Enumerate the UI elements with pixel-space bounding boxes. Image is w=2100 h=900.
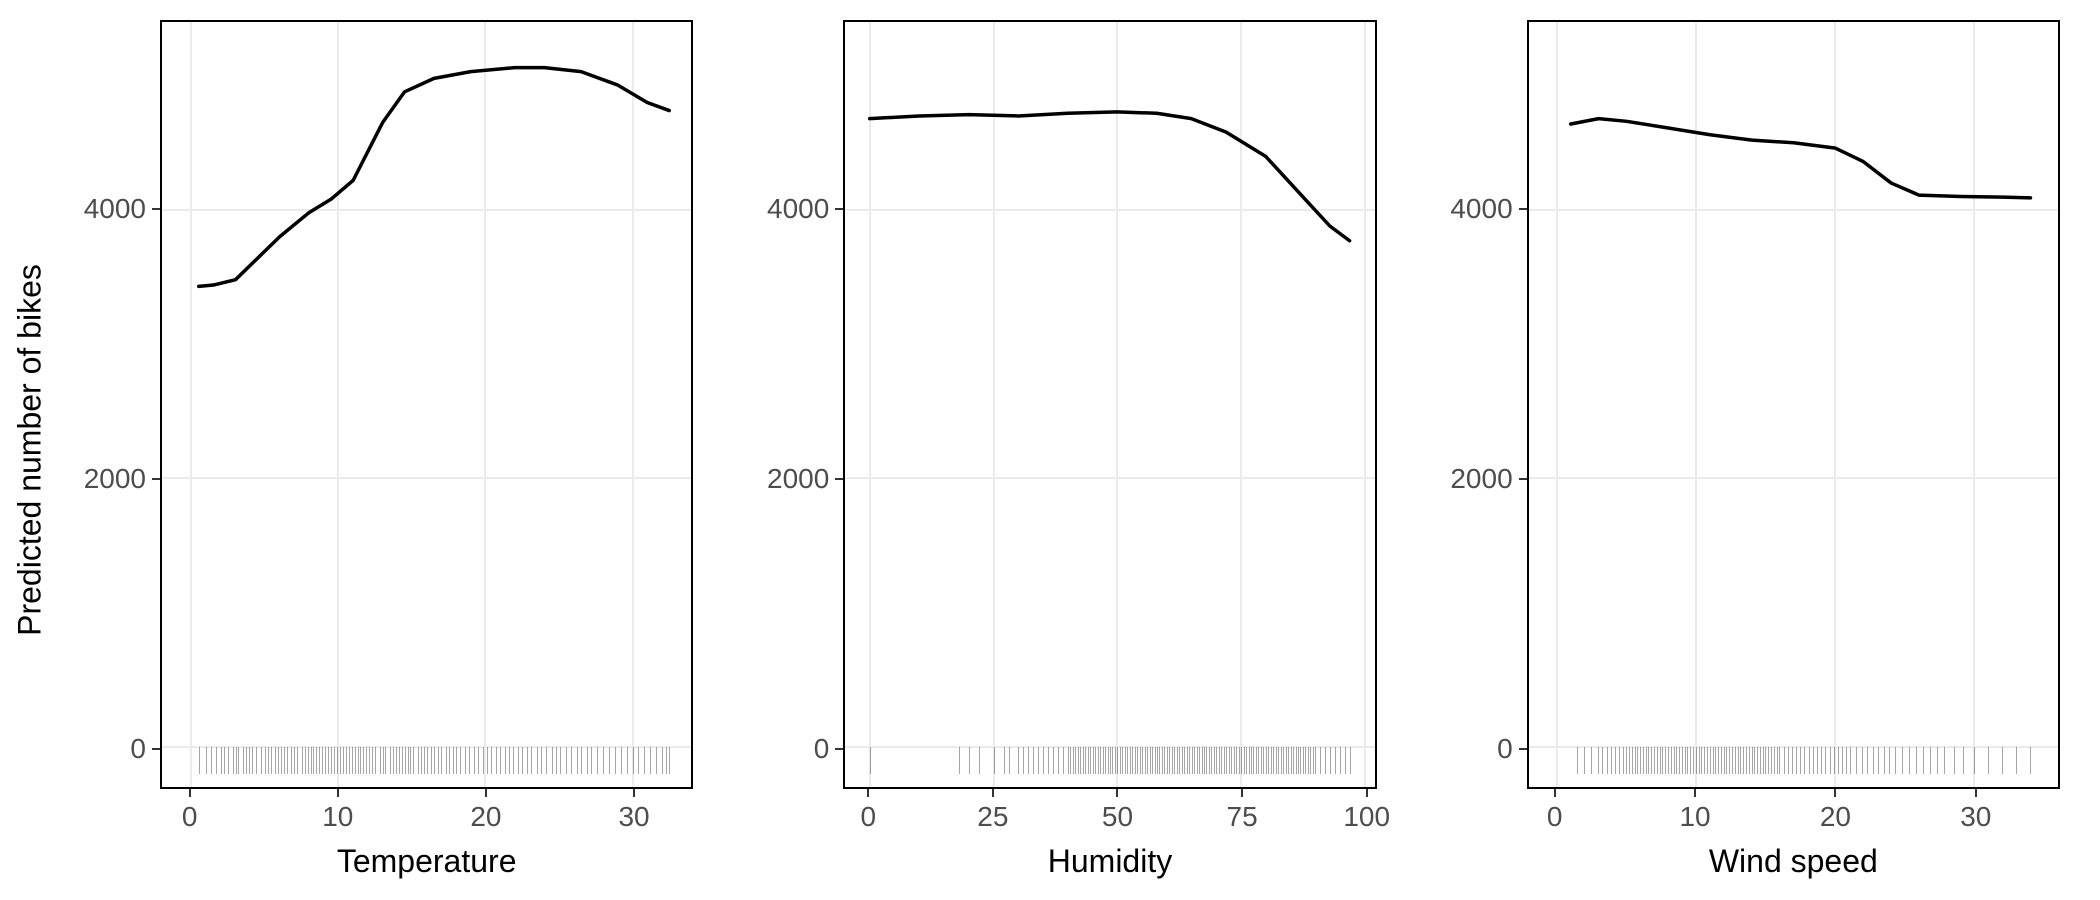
y-axis-label-wrap: Predicted number of bikes (0, 0, 60, 900)
plot-area (160, 20, 693, 789)
y-tick-label: 2000 (1450, 463, 1512, 495)
x-axis-label: Humidity (843, 843, 1376, 880)
x-tick-mark (1834, 789, 1836, 797)
panel: 0200040000255075100Humidity (753, 20, 1376, 880)
x-tick-label: 10 (1679, 801, 1710, 833)
line-layer (845, 22, 1374, 787)
plot-area (843, 20, 1376, 789)
x-tick-mark (992, 789, 994, 797)
y-ticks: 0 2000 4000 (1437, 20, 1527, 789)
series-line (1570, 119, 2030, 198)
y-tick-mark (835, 748, 843, 750)
x-tick-label: 100 (1343, 801, 1390, 833)
series-line (870, 112, 1350, 241)
x-tick-label: 75 (1227, 801, 1258, 833)
y-tick-mark (1519, 478, 1527, 480)
y-tick-mark (835, 208, 843, 210)
panel: 0 2000 4000 0 10 20 30 Wind speed (1437, 20, 2060, 880)
plot-row: 0 2000 4000 (70, 20, 693, 789)
y-tick-label: 2000 (84, 463, 146, 495)
y-tick-label: 0 (814, 733, 830, 765)
x-ticks: 0 10 20 30 (1527, 789, 2060, 839)
x-tick-label: 25 (977, 801, 1008, 833)
y-tick-label: 2000 (767, 463, 829, 495)
y-tick-mark (835, 478, 843, 480)
x-tick-mark (189, 789, 191, 797)
x-tick-label: 20 (1820, 801, 1851, 833)
x-tick-label: 20 (470, 801, 501, 833)
y-ticks: 0 2000 4000 (70, 20, 160, 789)
x-tick-label: 30 (618, 801, 649, 833)
panel: 0 2000 4000 0 10 20 30 Temperature (70, 20, 693, 880)
y-tick-label: 0 (1497, 733, 1513, 765)
series-line (199, 68, 670, 287)
panels-row: 0200040000102030Temperature0200040000255… (60, 0, 2100, 900)
x-tick-label: 50 (1102, 801, 1133, 833)
y-tick-mark (1519, 208, 1527, 210)
y-tick-mark (152, 748, 160, 750)
x-tick-mark (337, 789, 339, 797)
line-layer (162, 22, 691, 787)
x-axis-label: Temperature (160, 843, 693, 880)
x-tick-label: 30 (1960, 801, 1991, 833)
y-tick-mark (1519, 748, 1527, 750)
x-tick-mark (1694, 789, 1696, 797)
y-tick-label: 4000 (1450, 193, 1512, 225)
plot-row: 0 2000 4000 (1437, 20, 2060, 789)
x-tick-mark (1116, 789, 1118, 797)
x-tick-label: 0 (1547, 801, 1563, 833)
x-tick-mark (1975, 789, 1977, 797)
x-axis-label: Wind speed (1527, 843, 2060, 880)
y-ticks: 0 2000 4000 (753, 20, 843, 789)
y-tick-mark (152, 478, 160, 480)
x-tick-label: 0 (182, 801, 198, 833)
y-tick-label: 4000 (767, 193, 829, 225)
plot-row: 0 2000 4000 (753, 20, 1376, 789)
x-tick-mark (1554, 789, 1556, 797)
x-tick-label: 10 (322, 801, 353, 833)
y-tick-label: 0 (130, 733, 146, 765)
plot-area (1527, 20, 2060, 789)
y-tick-mark (152, 208, 160, 210)
line-layer (1529, 22, 2058, 787)
x-ticks: 0255075100 (843, 789, 1376, 839)
x-tick-mark (485, 789, 487, 797)
figure: Predicted number of bikes 02000400001020… (0, 0, 2100, 900)
x-tick-mark (1241, 789, 1243, 797)
x-tick-mark (1366, 789, 1368, 797)
x-ticks: 0 10 20 30 (160, 789, 693, 839)
y-axis-label: Predicted number of bikes (12, 264, 49, 636)
x-tick-mark (867, 789, 869, 797)
x-tick-label: 0 (860, 801, 876, 833)
y-tick-label: 4000 (84, 193, 146, 225)
x-tick-mark (633, 789, 635, 797)
